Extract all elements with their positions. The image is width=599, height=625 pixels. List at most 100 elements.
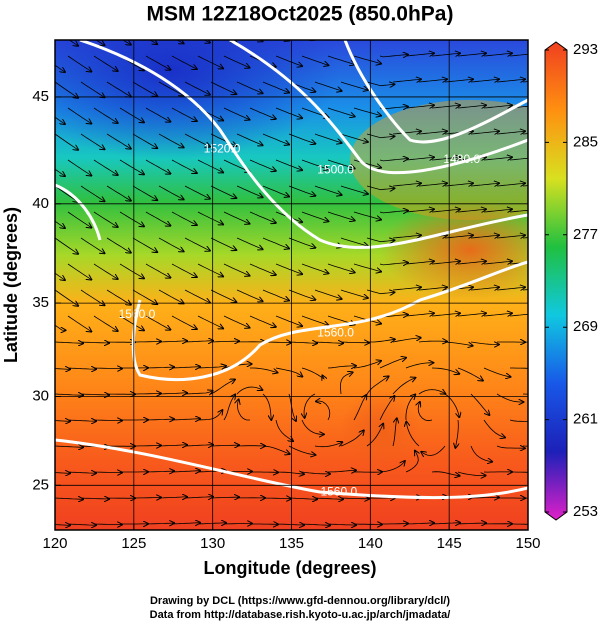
contour-label: 1500.0 (317, 163, 354, 177)
streamline (119, 263, 144, 278)
streamline (392, 235, 421, 238)
streamline (93, 472, 122, 473)
streamline (379, 396, 395, 421)
streamline (405, 105, 434, 108)
streamline (405, 395, 415, 421)
contour-label: 1560.0 (119, 307, 156, 321)
streamline (421, 445, 446, 456)
x-tick-label: 145 (437, 535, 462, 552)
streamline (55, 394, 83, 395)
streamline (405, 313, 434, 316)
streamline (470, 183, 499, 186)
streamline (496, 183, 525, 186)
streamline (236, 133, 263, 145)
streamline (223, 315, 250, 328)
streamline (80, 185, 105, 201)
streamline (184, 185, 210, 199)
streamline (483, 53, 512, 56)
contour-label: 1520.0 (204, 141, 241, 155)
streamline (509, 313, 528, 317)
streamline (392, 418, 397, 447)
streamline (158, 497, 187, 498)
streamline (249, 159, 276, 171)
streamline (95, 40, 105, 45)
streamline (80, 394, 109, 395)
streamline (301, 315, 328, 325)
streamline (171, 419, 200, 420)
streamline (119, 315, 144, 330)
streamline (93, 420, 122, 421)
streamline (405, 53, 434, 56)
streamline (392, 338, 421, 343)
streamline (184, 445, 213, 446)
streamline (145, 315, 170, 330)
streamline (67, 524, 96, 525)
streamline (55, 220, 65, 228)
streamline (340, 81, 368, 90)
streamline (262, 289, 289, 301)
streamline (455, 419, 458, 448)
footer-line: Data from http://database.rish.kyoto-u.a… (150, 609, 451, 621)
streamline (67, 420, 96, 421)
streamline (392, 131, 421, 134)
colorbar (544, 41, 568, 521)
streamline (496, 287, 525, 290)
streamline (55, 64, 65, 72)
streamline (158, 445, 187, 446)
streamline (418, 341, 447, 342)
streamline (184, 497, 213, 498)
streamline (314, 342, 343, 343)
streamline (353, 159, 381, 168)
streamline (55, 237, 78, 254)
streamline (470, 287, 499, 290)
streamline (340, 289, 368, 298)
streamline (457, 367, 483, 381)
y-tick-label: 45 (32, 88, 49, 105)
streamline (67, 368, 96, 369)
streamline (379, 159, 408, 161)
streamline (340, 342, 369, 343)
contours (55, 40, 528, 500)
streamline (301, 367, 324, 379)
streamline (263, 40, 289, 41)
streamline (132, 185, 157, 200)
streamline (171, 107, 197, 121)
streamline (197, 410, 222, 421)
x-tick-label: 120 (42, 535, 67, 552)
colorbar-label: 293 (573, 41, 598, 58)
streamline (171, 367, 200, 368)
streamline (275, 367, 302, 377)
streamline (340, 430, 364, 447)
streamline (106, 185, 131, 201)
streamline (119, 211, 144, 226)
streamline (275, 315, 302, 326)
streamline (406, 422, 420, 447)
streamline (55, 342, 83, 343)
streamline (470, 131, 499, 134)
streamline (80, 498, 109, 499)
streamline (106, 133, 131, 149)
streamline (93, 315, 118, 331)
streamline (393, 27, 421, 30)
streamline (314, 498, 343, 499)
streamline (250, 367, 278, 373)
streamline (301, 55, 328, 65)
streamline (55, 324, 66, 330)
streamline (353, 361, 381, 369)
x-tick-label: 130 (200, 535, 225, 552)
streamline (171, 211, 197, 225)
streamline (236, 81, 263, 93)
streamline (132, 237, 157, 252)
streamline (106, 289, 131, 305)
streamline (418, 183, 447, 186)
streamline (149, 40, 157, 44)
streamline (67, 211, 91, 228)
colorbar-label: 277 (573, 226, 598, 243)
x-tick-label: 125 (121, 535, 146, 552)
streamline (223, 55, 250, 68)
x-tick-label: 135 (279, 535, 304, 552)
streamline (314, 185, 342, 195)
streamline (249, 107, 276, 119)
streamline (145, 367, 174, 368)
streamline (262, 237, 289, 249)
